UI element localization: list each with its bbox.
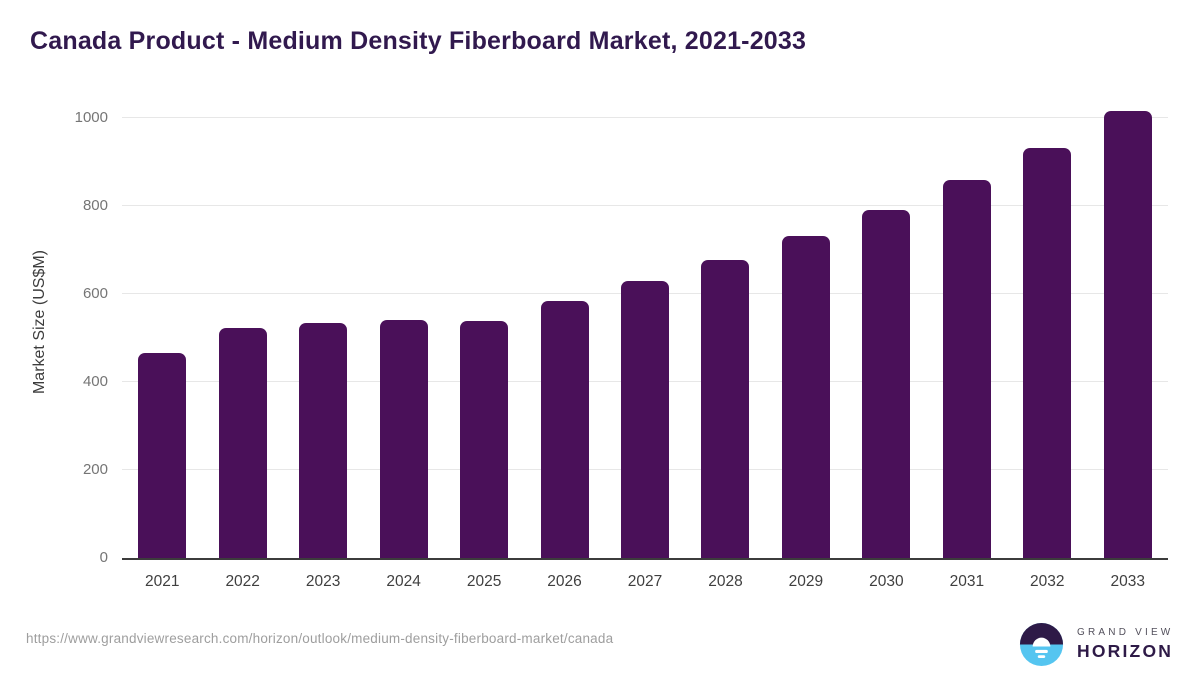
y-tick-label-1000: 1000 [74, 109, 108, 126]
bar-2030 [862, 209, 911, 558]
chart-title: Canada Product - Medium Density Fiberboa… [30, 27, 807, 55]
bar-2026 [540, 300, 589, 558]
x-tick-label-2033: 2033 [1110, 573, 1145, 590]
bar-2022 [218, 327, 267, 558]
plot-area [122, 96, 1168, 560]
x-tick-label-2026: 2026 [547, 573, 582, 590]
x-tick-label-2023: 2023 [305, 573, 341, 590]
x-tick-label-2030: 2030 [869, 573, 904, 590]
bar-2023 [299, 323, 348, 558]
y-tick-label-800: 800 [82, 197, 108, 214]
horizon-logo-icon [1019, 622, 1064, 667]
logo-wordmark: GRAND VIEW HORIZON [1077, 627, 1173, 662]
x-tick-label-2028: 2028 [708, 573, 743, 590]
y-tick-label-200: 200 [82, 461, 108, 478]
grandview-horizon-logo: GRAND VIEW HORIZON [1018, 621, 1173, 668]
bar-2033 [1103, 110, 1152, 558]
x-tick-label-2021: 2021 [144, 573, 180, 590]
bar-2024 [379, 319, 428, 558]
bar-2028 [701, 259, 750, 558]
logo-brand-name: GRAND VIEW [1077, 627, 1174, 638]
bar-2029 [781, 235, 830, 558]
x-tick-label-2024: 2024 [386, 573, 421, 590]
bar-2031 [942, 180, 991, 558]
x-tick-label-2029: 2029 [788, 573, 824, 590]
y-tick-label-600: 600 [82, 285, 108, 302]
x-tick-label-2032: 2032 [1030, 573, 1065, 590]
gridline-800 [122, 205, 1168, 206]
bar-2027 [621, 281, 669, 558]
gridline-1000 [122, 117, 1168, 118]
logo-product-name: HORIZON [1077, 641, 1174, 661]
bar-2025 [460, 321, 509, 558]
bar-2021 [138, 352, 187, 558]
y-tick-label-0: 0 [99, 549, 108, 566]
x-tick-label-2031: 2031 [949, 573, 985, 590]
bar-2032 [1023, 147, 1072, 558]
x-tick-label-2027: 2027 [627, 573, 663, 590]
x-tick-label-2022: 2022 [225, 573, 260, 590]
source-url: https://www.grandviewresearch.com/horizo… [26, 631, 614, 646]
x-tick-label-2025: 2025 [466, 573, 502, 590]
y-tick-label-400: 400 [82, 373, 108, 390]
